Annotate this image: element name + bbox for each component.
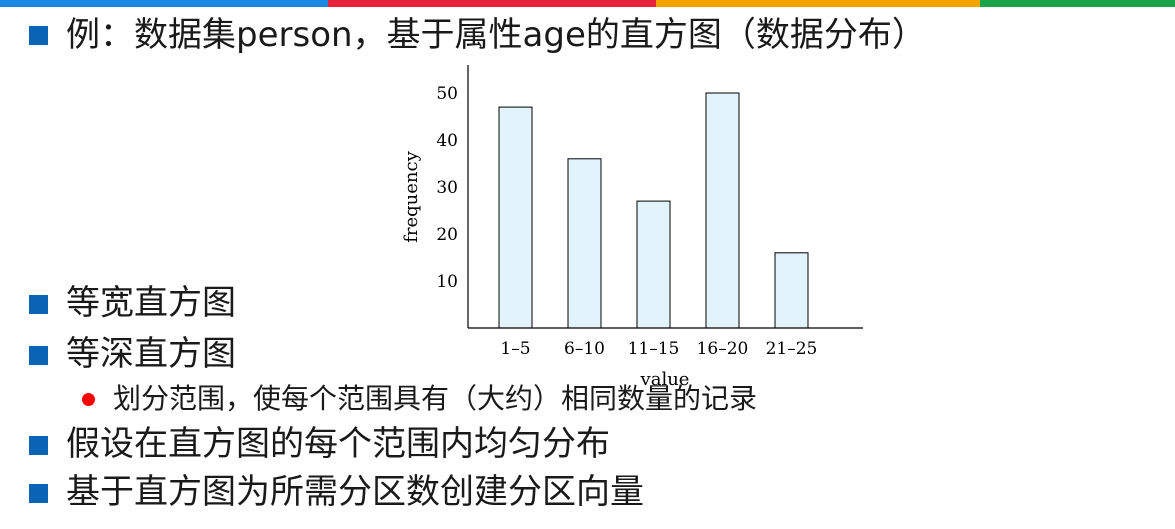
topbar-segment-blue <box>0 0 328 7</box>
bar-1 <box>498 106 533 329</box>
sub-bullet-text: 划分范围，使每个范围具有（大约）相同数量的记录 <box>113 382 758 415</box>
y-tick-label: 30 <box>436 178 458 198</box>
bullet-partition-vector: 基于直方图为所需分区数创建分区向量 <box>66 472 644 512</box>
top-color-bar <box>0 0 1175 7</box>
x-tick-label: 1–5 <box>500 339 530 359</box>
x-tick-label: 6–10 <box>564 339 605 359</box>
topbar-segment-green <box>980 0 1175 7</box>
topbar-segment-red <box>328 0 656 7</box>
x-tick-label: 11–15 <box>628 339 680 359</box>
y-axis-label: frequency <box>401 150 422 242</box>
bullet-marker-3 <box>29 436 48 455</box>
bullet-marker-1 <box>29 295 48 314</box>
bar-5 <box>774 252 809 329</box>
x-tick-label: 16–20 <box>697 339 749 359</box>
y-tick-label: 10 <box>436 272 458 292</box>
bar-4 <box>705 92 740 329</box>
y-tick-label: 40 <box>436 131 458 151</box>
bar-2 <box>567 158 602 329</box>
topbar-segment-orange <box>656 0 980 7</box>
bullet-equal-width: 等宽直方图 <box>66 283 236 323</box>
title-bullet <box>29 26 48 45</box>
bullet-equal-depth: 等深直方图 <box>66 334 236 374</box>
histogram-chart: 10 20 30 40 50 1–5 6–10 11–15 16–20 21–25 freque… <box>401 65 863 390</box>
y-tick-label: 20 <box>436 225 458 245</box>
bar-3 <box>636 200 671 329</box>
slide-title: 例：数据集person，基于属性age的直方图（数据分布） <box>66 15 926 55</box>
sub-bullet-marker <box>82 393 95 406</box>
x-tick-label: 21–25 <box>766 339 818 359</box>
bullet-marker-4 <box>29 484 48 503</box>
y-tick-label: 50 <box>436 84 458 104</box>
bullet-uniform-assumption: 假设在直方图的每个范围内均匀分布 <box>66 424 610 464</box>
x-axis-label: value <box>640 369 690 390</box>
bullet-marker-2 <box>29 346 48 365</box>
